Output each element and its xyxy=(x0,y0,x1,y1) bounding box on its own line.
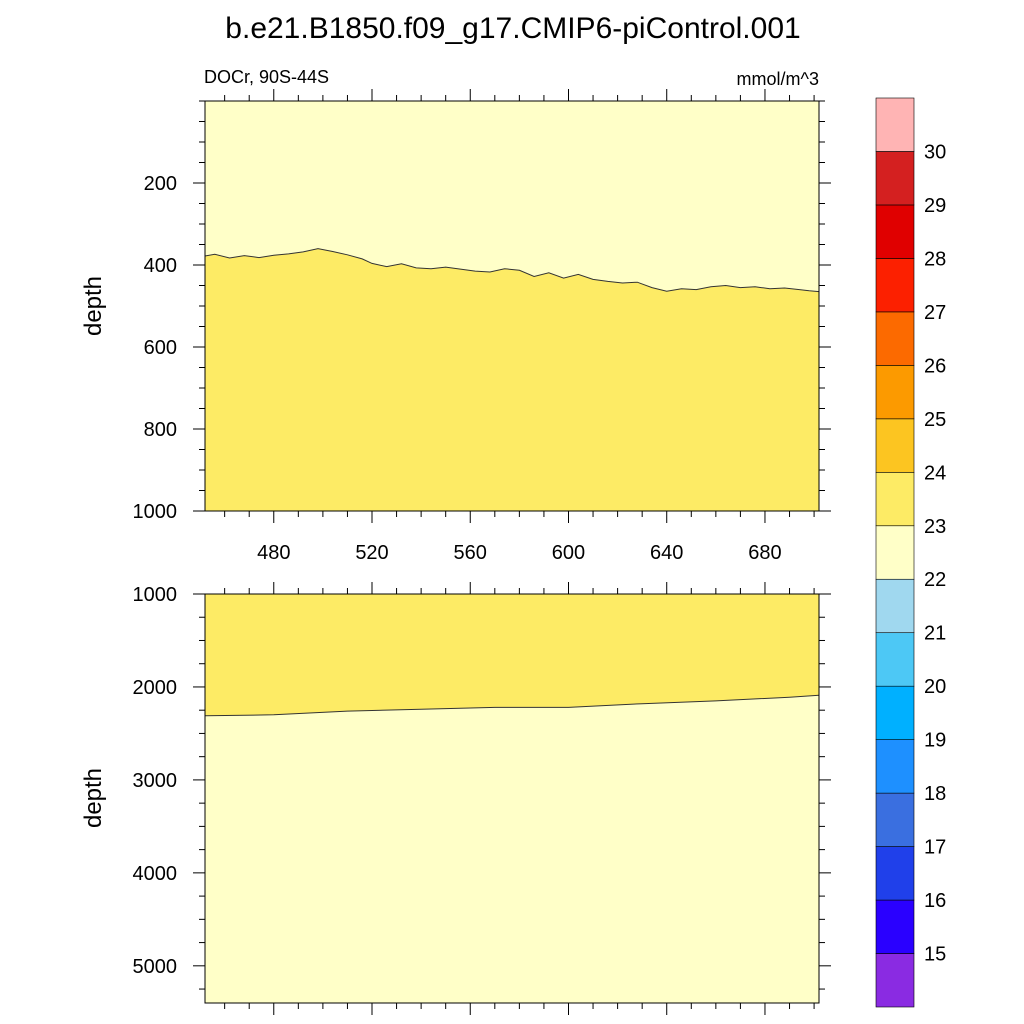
colorbar-swatch xyxy=(875,204,915,259)
upper-x-tick-label: 680 xyxy=(748,542,781,564)
colorbar-level-label: 22 xyxy=(924,569,946,591)
colorbar-level-label: 30 xyxy=(924,141,946,163)
lower-contour-line xyxy=(204,694,820,717)
chart-title: b.e21.B1850.f09_g17.CMIP6-piControl.001 xyxy=(225,12,800,45)
colorbar-swatch xyxy=(875,151,915,206)
colorbar-level-label: 21 xyxy=(924,623,946,645)
colorbar-swatch xyxy=(875,471,915,527)
colorbar-level-label: 29 xyxy=(924,195,946,217)
upper-x-tick-label: 640 xyxy=(650,542,683,564)
colorbar-level-label: 18 xyxy=(924,783,946,805)
upper-y-tick-label: 200 xyxy=(144,173,177,195)
colorbar-level-label: 27 xyxy=(924,302,946,324)
colorbar-swatch xyxy=(875,846,915,901)
colorbar-level-label: 26 xyxy=(924,355,946,377)
colorbar-level-label: 24 xyxy=(924,462,946,484)
upper-right-label: mmol/m^3 xyxy=(737,69,819,89)
upper-y-tick-label: 400 xyxy=(144,255,177,277)
colorbar-swatch xyxy=(875,792,915,847)
upper-y-tick-label: 1000 xyxy=(133,501,178,523)
upper-x-tick-label: 520 xyxy=(355,542,388,564)
upper-region-above-contour xyxy=(205,101,819,292)
colorbar-swatch xyxy=(875,97,915,152)
colorbar-level-label: 19 xyxy=(924,730,946,752)
colorbar-swatch xyxy=(875,418,915,473)
upper-panel: 480 520 560 600 640 680 200 400 600 800 1000 DOCr,… xyxy=(80,67,831,564)
colorbar-swatch xyxy=(875,899,915,954)
colorbar-level-label: 16 xyxy=(924,890,946,912)
upper-x-tick-label: 480 xyxy=(257,542,290,564)
upper-x-tick-label: 560 xyxy=(454,542,487,564)
lower-y-tick-label: 1000 xyxy=(133,584,178,606)
upper-y-tick-label: 600 xyxy=(144,337,177,359)
upper-y-axis-label: depth xyxy=(80,276,107,336)
lower-region-below-contour xyxy=(205,695,819,1003)
lower-y-axis-label: depth xyxy=(80,768,107,828)
lower-y-tick-label: 3000 xyxy=(133,770,178,792)
colorbar-swatch xyxy=(875,953,915,1008)
lower-y-tick-label: 5000 xyxy=(133,956,178,978)
lower-panel: 1000 2000 3000 4000 5000 depth xyxy=(80,582,831,1015)
colorbar-swatch xyxy=(875,365,915,420)
colorbar-swatch xyxy=(875,578,915,634)
colorbar-level-label: 28 xyxy=(924,248,946,270)
lower-plot-frame xyxy=(204,593,820,1004)
colorbar-level-label: 15 xyxy=(924,944,946,966)
upper-contour-line xyxy=(204,248,820,293)
upper-x-tick-label: 600 xyxy=(552,542,585,564)
upper-left-label: DOCr, 90S-44S xyxy=(204,67,329,87)
lower-region-above-contour xyxy=(205,594,819,716)
colorbar-swatch xyxy=(875,525,915,580)
upper-region-below-contour xyxy=(205,248,819,511)
colorbar-level-label: 23 xyxy=(924,516,946,538)
colorbar-swatch xyxy=(875,685,915,740)
colorbar-level-label: 17 xyxy=(924,837,946,859)
colorbar-level-label: 20 xyxy=(924,676,946,698)
colorbar-level-label: 25 xyxy=(924,409,946,431)
lower-y-tick-label: 4000 xyxy=(133,863,178,885)
upper-y-tick-label: 800 xyxy=(144,419,177,441)
colorbar: 15 16 17 18 19 20 21 22 23 24 25 26 27 28 29 30 xyxy=(875,97,946,1008)
colorbar-swatch xyxy=(875,258,915,313)
lower-y-tick-label: 2000 xyxy=(133,677,178,699)
colorbar-swatch xyxy=(875,311,915,366)
colorbar-swatch xyxy=(875,632,915,687)
colorbar-swatch xyxy=(875,739,915,794)
